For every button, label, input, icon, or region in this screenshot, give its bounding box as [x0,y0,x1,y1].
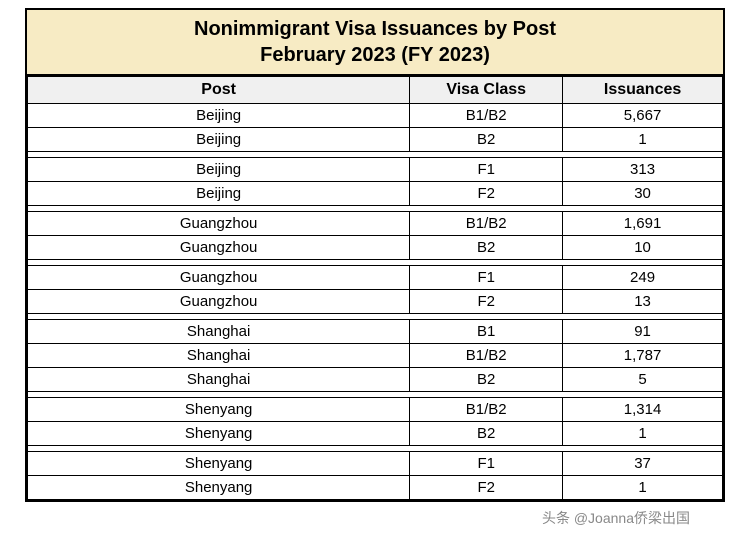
cell-visa-class: F2 [410,290,563,314]
cell-post: Shanghai [28,344,410,368]
cell-issuances: 1,787 [563,344,723,368]
cell-visa-class: F2 [410,182,563,206]
cell-visa-class: B2 [410,236,563,260]
cell-visa-class: B1/B2 [410,212,563,236]
cell-issuances: 30 [563,182,723,206]
table-row: BeijingB1/B25,667 [28,104,723,128]
cell-post: Shenyang [28,476,410,500]
table-row: ShenyangB1/B21,314 [28,398,723,422]
table-row: GuangzhouB1/B21,691 [28,212,723,236]
watermark-text: 头条 @Joanna侨梁出国 [542,508,690,528]
cell-visa-class: F2 [410,476,563,500]
cell-post: Beijing [28,182,410,206]
table-row: ShanghaiB191 [28,320,723,344]
cell-visa-class: B2 [410,128,563,152]
cell-post: Shenyang [28,452,410,476]
cell-post: Beijing [28,158,410,182]
cell-visa-class: F1 [410,266,563,290]
cell-post: Guangzhou [28,236,410,260]
cell-issuances: 313 [563,158,723,182]
table-row: ShenyangB21 [28,422,723,446]
title-line-1: Nonimmigrant Visa Issuances by Post [27,16,723,42]
cell-issuances: 10 [563,236,723,260]
cell-post: Shenyang [28,398,410,422]
cell-visa-class: F1 [410,452,563,476]
cell-post: Shanghai [28,320,410,344]
cell-post: Beijing [28,128,410,152]
visa-table-container: Nonimmigrant Visa Issuances by Post Febr… [25,8,725,502]
cell-visa-class: B1/B2 [410,344,563,368]
cell-issuances: 5,667 [563,104,723,128]
cell-visa-class: F1 [410,158,563,182]
header-post: Post [28,77,410,104]
table-row: ShenyangF21 [28,476,723,500]
header-visa-class: Visa Class [410,77,563,104]
table-row: ShanghaiB1/B21,787 [28,344,723,368]
table-row: GuangzhouF1249 [28,266,723,290]
cell-visa-class: B2 [410,368,563,392]
table-row: BeijingF230 [28,182,723,206]
cell-post: Beijing [28,104,410,128]
cell-post: Guangzhou [28,266,410,290]
cell-post: Shenyang [28,422,410,446]
table-row: GuangzhouB210 [28,236,723,260]
header-issuances: Issuances [563,77,723,104]
table-row: GuangzhouF213 [28,290,723,314]
cell-issuances: 1,314 [563,398,723,422]
table-body: BeijingB1/B25,667BeijingB21BeijingF1313B… [28,104,723,500]
table-row: BeijingB21 [28,128,723,152]
cell-issuances: 91 [563,320,723,344]
cell-issuances: 1 [563,422,723,446]
cell-issuances: 5 [563,368,723,392]
table-row: BeijingF1313 [28,158,723,182]
cell-issuances: 13 [563,290,723,314]
table-row: ShenyangF137 [28,452,723,476]
title-line-2: February 2023 (FY 2023) [27,42,723,68]
visa-table: Post Visa Class Issuances BeijingB1/B25,… [27,76,723,500]
cell-visa-class: B2 [410,422,563,446]
cell-issuances: 1 [563,128,723,152]
cell-post: Guangzhou [28,212,410,236]
cell-post: Shanghai [28,368,410,392]
cell-post: Guangzhou [28,290,410,314]
cell-issuances: 1,691 [563,212,723,236]
cell-issuances: 37 [563,452,723,476]
cell-issuances: 1 [563,476,723,500]
cell-issuances: 249 [563,266,723,290]
cell-visa-class: B1/B2 [410,104,563,128]
table-title: Nonimmigrant Visa Issuances by Post Febr… [27,10,723,76]
cell-visa-class: B1/B2 [410,398,563,422]
table-row: ShanghaiB25 [28,368,723,392]
header-row: Post Visa Class Issuances [28,77,723,104]
cell-visa-class: B1 [410,320,563,344]
